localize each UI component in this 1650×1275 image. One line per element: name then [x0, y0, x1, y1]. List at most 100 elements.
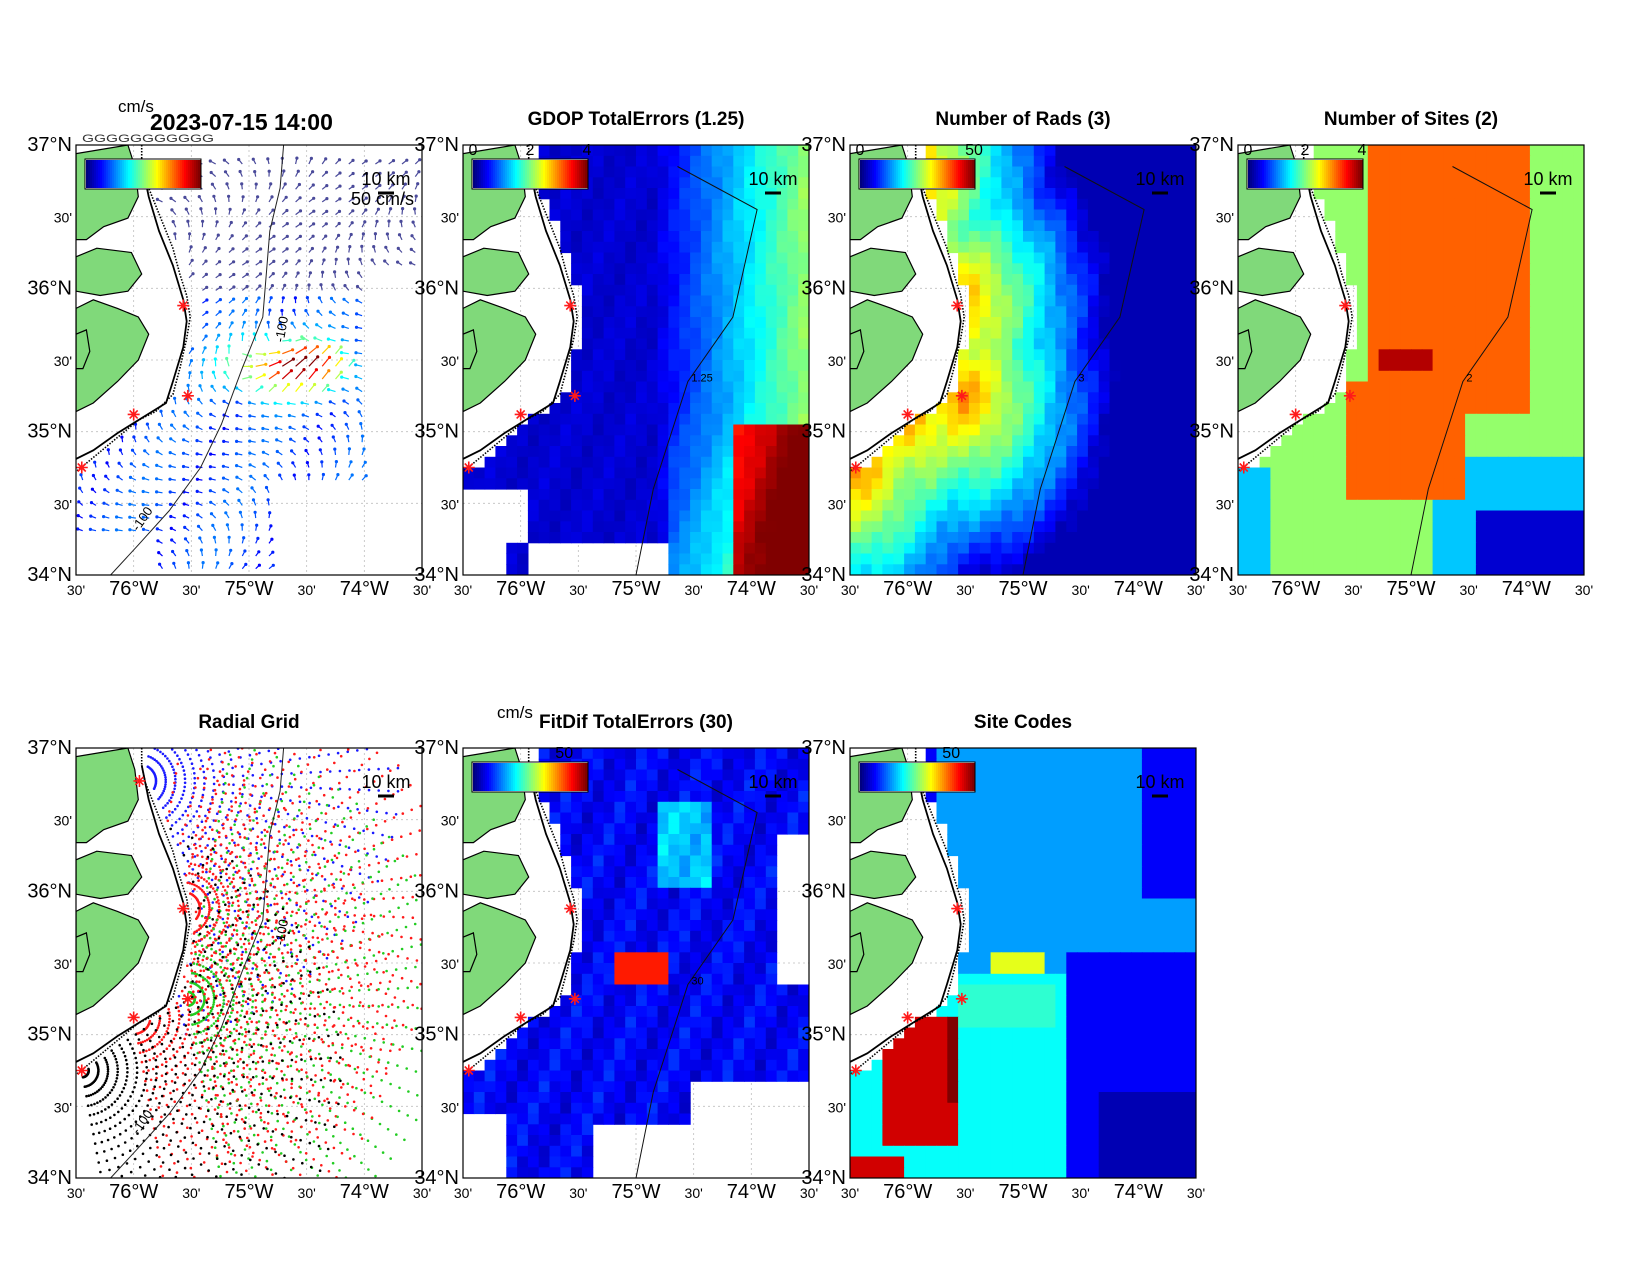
data-cell: [1141, 360, 1154, 372]
data-cell: [787, 467, 799, 479]
data-cell: [798, 252, 809, 264]
lon-tick-label: 30': [1072, 582, 1090, 598]
plot-area: -100-100: [76, 145, 422, 575]
plot-area: -100-100: [76, 748, 422, 1178]
data-cell: [1001, 274, 1013, 286]
data-cell: [625, 521, 637, 533]
data-cell: [711, 327, 724, 340]
current-vector-head: [339, 351, 344, 355]
data-cell: [1012, 392, 1024, 404]
radial-grid-dot: [218, 805, 222, 808]
data-cell: [1174, 177, 1186, 189]
data-cell: [1551, 435, 1563, 447]
radial-grid-dot: [289, 860, 293, 863]
site-marker: [951, 299, 964, 312]
data-cell: [560, 446, 572, 458]
data-cell: [1152, 446, 1165, 458]
data-cell: [657, 478, 669, 490]
data-cell: [1163, 166, 1175, 178]
data-cell: [517, 542, 529, 555]
data-cell: [592, 360, 605, 372]
colorbar-swatch: [1270, 160, 1273, 188]
radial-grid-dot: [147, 755, 150, 758]
data-cell: [1497, 499, 1509, 512]
data-cell: [1012, 263, 1024, 275]
data-cell: [1098, 155, 1111, 168]
data-cell: [592, 424, 605, 436]
data-cell: [798, 521, 809, 533]
landmass: [463, 299, 537, 413]
radial-grid-dot: [227, 750, 231, 753]
data-cell: [1012, 306, 1024, 318]
data-cell: [1519, 467, 1531, 479]
data-cell: [646, 424, 659, 436]
radial-grid-dot: [310, 915, 314, 919]
radial-grid-dot: [182, 839, 185, 843]
radial-grid-dot: [337, 805, 340, 809]
radial-grid-dot: [233, 841, 236, 845]
radial-grid-dot: [181, 828, 184, 831]
data-cell: [679, 198, 691, 211]
colorbar-swatch: [170, 160, 173, 188]
radial-grid-dot: [201, 796, 204, 799]
current-vector-head: [242, 208, 246, 212]
data-cell: [1044, 284, 1056, 297]
data-cell: [744, 392, 756, 404]
data-cell: [1411, 499, 1423, 512]
data-cells: [850, 145, 1196, 575]
data-cell: [1486, 220, 1499, 232]
data-cell: [798, 564, 809, 575]
radial-grid-dot: [341, 939, 344, 943]
data-cell: [1562, 413, 1574, 426]
data-cell: [990, 360, 1002, 372]
data-cell: [1302, 521, 1315, 533]
current-vector-head: [290, 449, 294, 453]
data-cell: [787, 231, 799, 243]
colorbar-swatch: [1322, 160, 1325, 188]
data-cell: [1163, 145, 1175, 157]
data-cell: [1087, 306, 1100, 318]
current-vector-head: [141, 503, 145, 507]
current-vector-head: [240, 182, 244, 186]
radial-grid-dot: [163, 771, 166, 774]
data-cell: [1324, 403, 1336, 415]
data-cell: [1259, 467, 1271, 479]
data-cell: [614, 349, 626, 361]
data-cell: [787, 284, 799, 297]
radial-grid-dot: [251, 967, 254, 970]
data-cell: [798, 467, 809, 479]
data-cell: [690, 252, 702, 264]
data-cell: [1324, 456, 1336, 469]
data-cell: [1411, 241, 1423, 254]
data-cell: [690, 478, 702, 490]
current-vector-head: [76, 514, 80, 518]
data-cell: [968, 435, 981, 447]
data-cell: [603, 521, 615, 533]
data-cell: [990, 166, 1002, 178]
data-cell: [1356, 392, 1369, 404]
data-cell: [603, 317, 615, 329]
data-cell: [1055, 413, 1067, 426]
colorbar-swatch: [533, 160, 536, 188]
data-cell: [1324, 467, 1336, 479]
data-cell: [1454, 155, 1466, 168]
colorbar-swatch: [513, 160, 516, 188]
data-cell: [1270, 499, 1282, 512]
colorbar-swatch: [168, 160, 171, 188]
data-cell: [1023, 317, 1035, 329]
data-cell: [1066, 274, 1078, 286]
panel-frame: [849, 144, 1197, 576]
radial-grid-dot: [182, 789, 186, 793]
data-cell: [1540, 510, 1553, 522]
data-cell: [1077, 456, 1089, 469]
radial-grid-dot: [375, 855, 379, 858]
data-cell: [1120, 241, 1132, 254]
data-cell: [1098, 489, 1111, 501]
data-cell: [979, 510, 992, 522]
data-cell: [850, 553, 862, 565]
colorbar-swatch: [1262, 160, 1265, 188]
radial-grid-dot: [277, 936, 280, 940]
data-cell: [1486, 456, 1499, 469]
radial-grid-dot: [201, 884, 205, 888]
current-vector-head: [264, 362, 268, 366]
